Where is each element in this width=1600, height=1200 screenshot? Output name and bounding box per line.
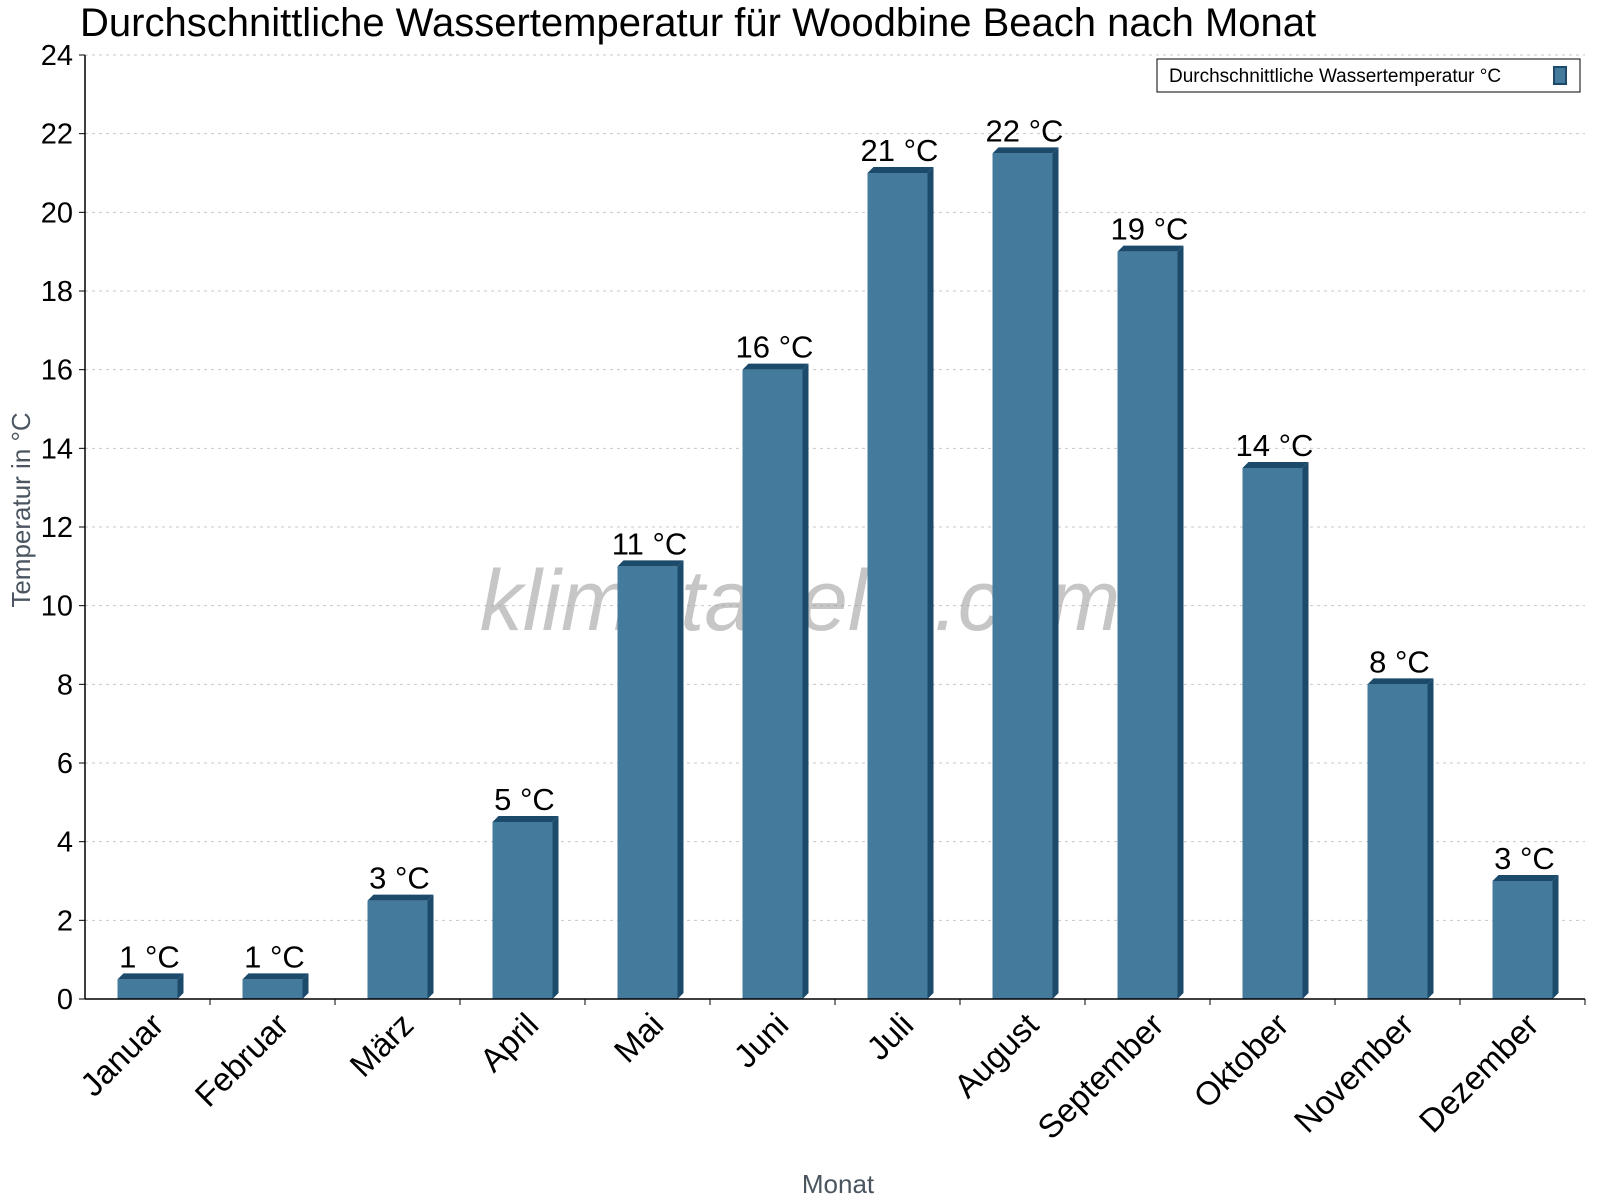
data-label: 3 °C bbox=[1494, 841, 1555, 876]
chart-title: Durchschnittliche Wassertemperatur für W… bbox=[80, 1, 1316, 45]
x-tick-label: März bbox=[342, 1006, 420, 1084]
bar-side bbox=[177, 973, 184, 999]
bar-4: 5 °C bbox=[492, 782, 559, 999]
bar-side bbox=[802, 363, 809, 1000]
bar-face bbox=[242, 979, 303, 999]
bar-face bbox=[1367, 684, 1428, 999]
bar-top bbox=[117, 973, 184, 980]
bar-top bbox=[367, 894, 434, 901]
x-tick-label: Juli bbox=[859, 1006, 920, 1067]
bar-face bbox=[617, 566, 678, 999]
data-label: 8 °C bbox=[1369, 644, 1430, 679]
bar-side bbox=[1177, 245, 1184, 999]
y-tick-label: 6 bbox=[57, 748, 73, 780]
bar-top bbox=[1242, 462, 1309, 468]
bar-face bbox=[492, 822, 553, 999]
bar-side bbox=[552, 816, 559, 999]
data-label: 21 °C bbox=[861, 133, 939, 168]
y-tick-label: 2 bbox=[57, 905, 73, 937]
bar-face bbox=[117, 979, 178, 999]
grid-lines bbox=[85, 54, 1585, 921]
data-label: 1 °C bbox=[119, 939, 180, 974]
x-axis-ticks: Januar Februar März April Mai Juni Juli AugustS… bbox=[73, 999, 1586, 1146]
bar-2: 1 °C bbox=[242, 939, 309, 999]
y-tick-label: 22 bbox=[41, 119, 73, 151]
y-tick-label: 10 bbox=[41, 591, 73, 623]
bar-8: 22 °C bbox=[986, 113, 1064, 1000]
x-tick-label: April bbox=[473, 1006, 546, 1079]
bar-top bbox=[742, 363, 809, 370]
data-label: 11 °C bbox=[612, 526, 688, 561]
bar-5: 11 °C bbox=[612, 526, 688, 999]
legend-swatch bbox=[1553, 66, 1567, 85]
bar-face bbox=[367, 900, 428, 999]
bar-side bbox=[1552, 875, 1559, 999]
bar-top bbox=[1117, 245, 1184, 252]
legend-box bbox=[1156, 58, 1581, 93]
bar-top bbox=[492, 816, 559, 822]
data-label: 5 °C bbox=[494, 782, 555, 817]
bar-3: 3 °C bbox=[367, 861, 434, 999]
bar-1: 1 °C bbox=[117, 939, 184, 999]
bar-top bbox=[242, 973, 309, 980]
bar-side bbox=[1427, 678, 1434, 999]
y-tick-label: 0 bbox=[57, 984, 73, 1016]
x-tick-label: Oktober bbox=[1186, 1006, 1295, 1115]
bar-face bbox=[742, 369, 803, 1000]
y-tick-label: 16 bbox=[41, 355, 73, 387]
x-tick-label: September bbox=[1030, 1006, 1170, 1146]
y-tick-label: 14 bbox=[41, 433, 73, 465]
bar-12: 3 °C bbox=[1492, 841, 1559, 999]
bar-6: 16 °C bbox=[736, 330, 814, 1000]
legend: Durchschnittliche Wassertemperatur °C bbox=[1156, 58, 1581, 93]
bar-side bbox=[427, 894, 434, 999]
bar-side bbox=[677, 560, 684, 999]
bar-top bbox=[1492, 875, 1559, 881]
data-label: 22 °C bbox=[986, 113, 1064, 148]
x-tick-label: Juni bbox=[726, 1006, 795, 1075]
x-tick-label: Januar bbox=[73, 1006, 171, 1104]
y-tick-label: 12 bbox=[41, 512, 73, 544]
bar-9: 19 °C bbox=[1111, 212, 1189, 999]
bar-10: 14 °C bbox=[1236, 428, 1314, 999]
bar-face bbox=[1117, 251, 1178, 999]
y-tick-label: 18 bbox=[41, 276, 73, 308]
x-tick-label: Dezember bbox=[1412, 1006, 1546, 1140]
y-tick-label: 24 bbox=[41, 40, 73, 72]
data-label: 3 °C bbox=[369, 861, 430, 896]
bar-top bbox=[867, 167, 934, 173]
legend-entry: Durchschnittliche Wassertemperatur °C bbox=[1169, 66, 1501, 87]
bar-side bbox=[302, 973, 309, 999]
data-label: 16 °C bbox=[736, 330, 814, 365]
y-tick-label: 20 bbox=[41, 197, 73, 229]
y-axis-label: Temperatur in °C bbox=[6, 412, 36, 607]
data-label: 19 °C bbox=[1111, 212, 1189, 247]
x-tick-label: Februar bbox=[188, 1006, 296, 1114]
bar-face bbox=[1242, 468, 1303, 999]
y-tick-label: 4 bbox=[57, 827, 73, 859]
data-label: 1 °C bbox=[244, 939, 305, 974]
bar-11: 8 °C bbox=[1367, 644, 1434, 999]
bar-top bbox=[992, 147, 1059, 154]
x-tick-label: Mai bbox=[607, 1006, 671, 1070]
x-tick-label: August bbox=[947, 1006, 1046, 1105]
bar-top bbox=[1367, 678, 1434, 685]
bar-face bbox=[1492, 881, 1553, 999]
bar-side bbox=[927, 167, 934, 999]
data-label: 14 °C bbox=[1236, 428, 1314, 463]
bar-face bbox=[992, 153, 1053, 1000]
bar-side bbox=[1052, 147, 1059, 1000]
bar-7: 21 °C bbox=[861, 133, 939, 999]
bar-top bbox=[617, 560, 684, 567]
bar-side bbox=[1302, 462, 1309, 999]
bar-face bbox=[867, 173, 928, 999]
x-axis-label: Monat bbox=[802, 1169, 875, 1199]
x-tick-label: November bbox=[1287, 1006, 1421, 1140]
y-tick-label: 8 bbox=[57, 669, 73, 701]
bars: 1 °C 1 °C 3 °C 5 °C 11 °C 16 °C 21 °C 22 °C 19 °… bbox=[117, 113, 1559, 1000]
